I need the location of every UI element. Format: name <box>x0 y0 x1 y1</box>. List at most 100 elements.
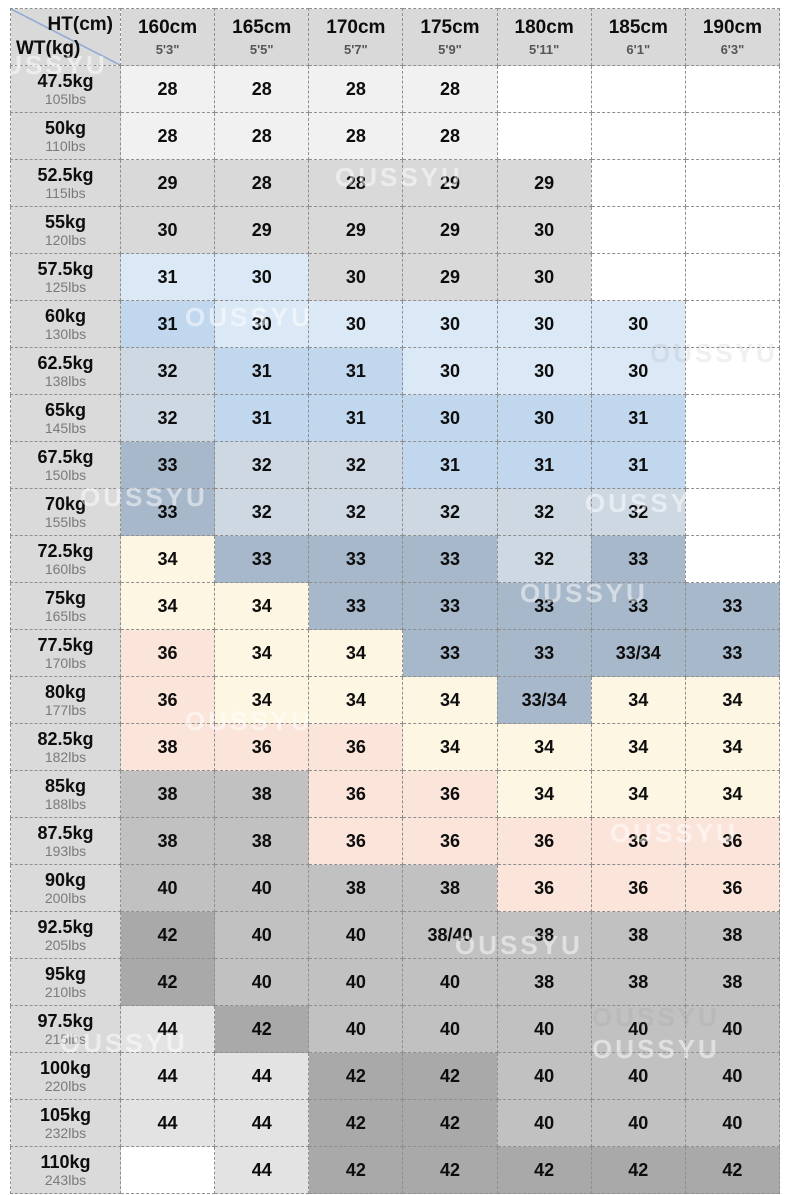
empty-cell <box>684 441 781 489</box>
row-weight-lbs: 115lbs <box>45 184 86 201</box>
size-cell: 28 <box>119 112 216 160</box>
row-weight-lbs: 210lbs <box>44 983 87 1000</box>
row-weight-kg: 85kg <box>44 775 87 796</box>
size-cell: 42 <box>496 1146 592 1194</box>
column-header-170cm: 170cm 5'7" <box>308 8 404 66</box>
row-header-65kg: 65kg 145lbs <box>10 394 121 442</box>
header-row: HT(cm) WT(kg) 160cm 5'3" 165cm 5'5" 170cm 5'7… <box>10 8 781 66</box>
size-cell: 42 <box>308 1099 404 1147</box>
empty-cell <box>590 112 686 160</box>
size-cell: 34 <box>496 770 592 818</box>
size-cell: 40 <box>496 1052 592 1100</box>
size-cell: 33 <box>402 582 498 630</box>
size-cell: 31 <box>402 441 498 489</box>
size-cell: 44 <box>119 1099 216 1147</box>
table-row: 57.5kg 125lbs 31 30 30 29 30 <box>10 253 781 301</box>
row-weight-kg: 95kg <box>44 963 87 984</box>
row-header-55kg: 55kg 120lbs <box>10 206 121 254</box>
size-cell: 30 <box>590 347 686 395</box>
empty-cell <box>496 65 592 113</box>
table-row: 85kg 188lbs 38 38 36 36 34 34 34 <box>10 770 781 818</box>
row-header-80kg: 80kg 177lbs <box>10 676 121 724</box>
row-header-52.5kg: 52.5kg 115lbs <box>10 159 121 207</box>
weight-axis-label: WT(kg) <box>16 38 81 59</box>
size-cell: 38 <box>684 911 781 959</box>
size-cell: 33 <box>402 629 498 677</box>
size-cell: 40 <box>119 864 216 912</box>
size-cell: 36 <box>308 817 404 865</box>
empty-cell <box>684 206 781 254</box>
empty-cell <box>684 65 781 113</box>
size-cell: 40 <box>402 958 498 1006</box>
size-cell: 42 <box>402 1099 498 1147</box>
size-cell: 42 <box>214 1005 310 1053</box>
row-weight-kg: 67.5kg <box>37 446 94 467</box>
column-height-ft: 6'1" <box>626 42 651 58</box>
size-cell: 38 <box>590 911 686 959</box>
row-weight-lbs: 130lbs <box>44 325 87 342</box>
size-cell: 29 <box>402 253 498 301</box>
row-weight-kg: 70kg <box>44 493 87 514</box>
size-cell: 36 <box>496 817 592 865</box>
column-header-160cm: 160cm 5'3" <box>119 8 216 66</box>
empty-cell <box>684 253 781 301</box>
row-weight-kg: 97.5kg <box>37 1010 94 1031</box>
row-weight-kg: 60kg <box>44 305 87 326</box>
row-header-57.5kg: 57.5kg 125lbs <box>10 253 121 301</box>
row-header-85kg: 85kg 188lbs <box>10 770 121 818</box>
row-weight-lbs: 177lbs <box>44 701 87 718</box>
size-cell: 38 <box>214 770 310 818</box>
size-cell: 30 <box>496 300 592 348</box>
size-cell: 32 <box>496 488 592 536</box>
table-row: 80kg 177lbs 36 34 34 34 33/34 34 34 <box>10 676 781 724</box>
table-row: 100kg 220lbs 44 44 42 42 40 40 40 <box>10 1052 781 1100</box>
size-cell: 31 <box>214 394 310 442</box>
size-cell: 33 <box>214 535 310 583</box>
size-cell: 34 <box>119 582 216 630</box>
size-cell: 36 <box>402 770 498 818</box>
table-row: 62.5kg 138lbs 32 31 31 30 30 30 <box>10 347 781 395</box>
size-cell: 31 <box>590 394 686 442</box>
height-axis-label: HT(cm) <box>47 14 113 35</box>
empty-cell <box>684 159 781 207</box>
size-cell: 38 <box>496 958 592 1006</box>
size-cell: 42 <box>402 1052 498 1100</box>
size-cell: 33 <box>119 441 216 489</box>
size-cell: 34 <box>214 629 310 677</box>
row-weight-kg: 90kg <box>44 869 87 890</box>
size-chart-table: HT(cm) WT(kg) 160cm 5'3" 165cm 5'5" 170cm 5'7… <box>10 8 781 1194</box>
size-cell: 31 <box>214 347 310 395</box>
size-cell: 44 <box>214 1099 310 1147</box>
row-weight-lbs: 120lbs <box>44 231 87 248</box>
size-cell: 33 <box>496 629 592 677</box>
column-header-190cm: 190cm 6'3" <box>684 8 781 66</box>
size-cell: 34 <box>590 676 686 724</box>
row-weight-kg: 57.5kg <box>37 258 94 279</box>
size-cell: 33 <box>590 582 686 630</box>
size-cell: 36 <box>496 864 592 912</box>
size-cell: 28 <box>214 159 310 207</box>
size-cell: 38 <box>684 958 781 1006</box>
empty-cell <box>119 1146 216 1194</box>
size-cell: 28 <box>214 112 310 160</box>
row-weight-lbs: 105lbs <box>44 90 87 107</box>
table-row: 52.5kg 115lbs 29 28 28 29 29 <box>10 159 781 207</box>
size-cell: 42 <box>684 1146 781 1194</box>
size-cell: 29 <box>402 159 498 207</box>
empty-cell <box>590 159 686 207</box>
size-cell: 40 <box>590 1005 686 1053</box>
size-cell: 29 <box>119 159 216 207</box>
row-header-82.5kg: 82.5kg 182lbs <box>10 723 121 771</box>
size-cell: 42 <box>119 958 216 1006</box>
row-weight-lbs: 215lbs <box>44 1030 87 1047</box>
table-row: 92.5kg 205lbs 42 40 40 38/40 38 38 38 <box>10 911 781 959</box>
size-cell: 28 <box>308 159 404 207</box>
size-cell: 34 <box>214 582 310 630</box>
size-cell: 30 <box>214 300 310 348</box>
size-cell: 30 <box>496 394 592 442</box>
row-weight-kg: 92.5kg <box>37 916 94 937</box>
size-cell: 31 <box>308 394 404 442</box>
size-cell: 30 <box>496 253 592 301</box>
row-weight-lbs: 145lbs <box>44 419 87 436</box>
